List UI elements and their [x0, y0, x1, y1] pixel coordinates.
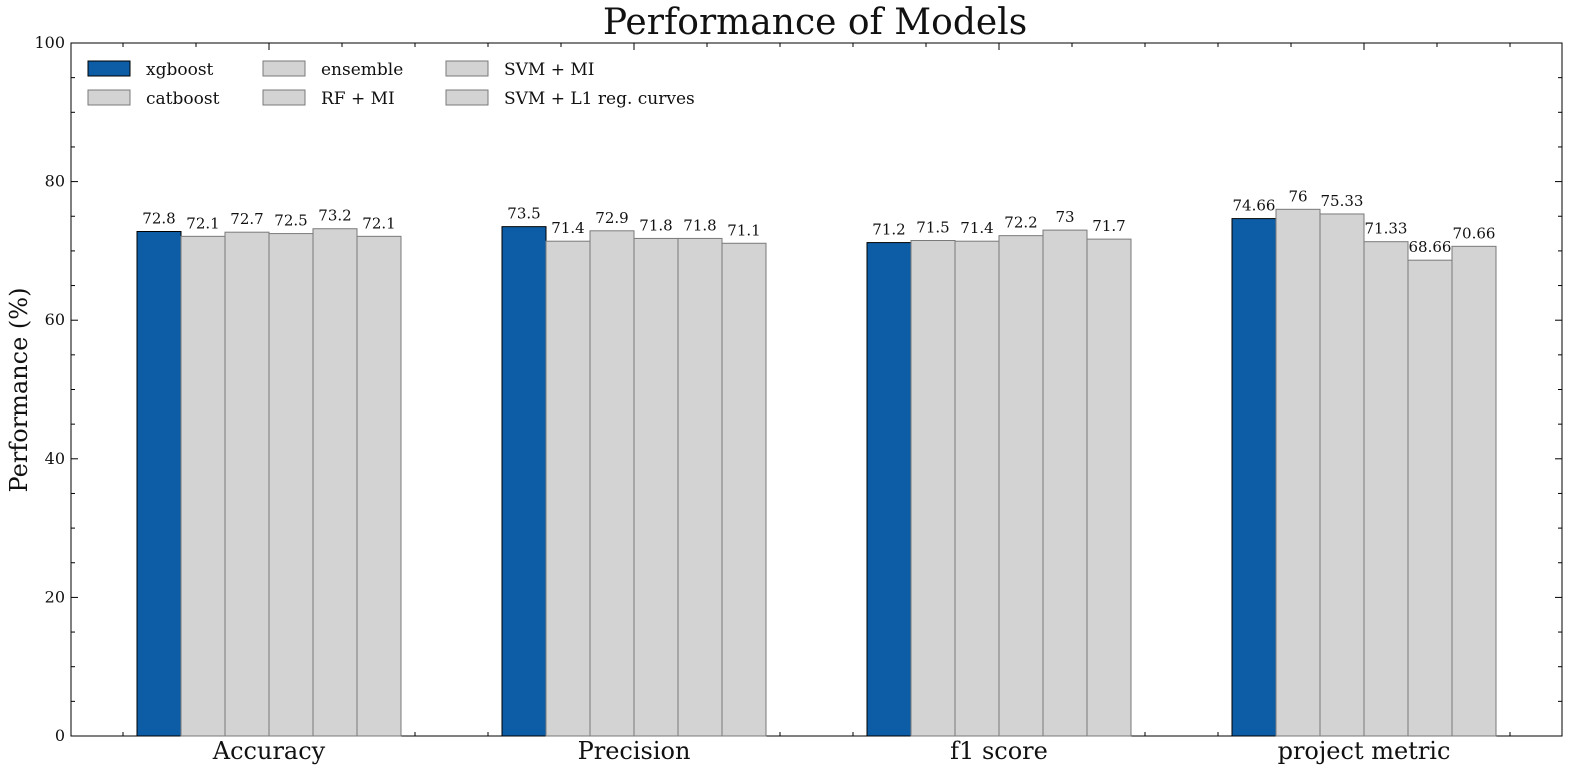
- bar: [954, 240, 1000, 737]
- bar: [1042, 229, 1088, 737]
- bar-value-label: 73.2: [318, 207, 351, 225]
- bar: [721, 242, 767, 737]
- bar: [998, 235, 1044, 737]
- axis-ticks: 0 20 40 60 80 100 Accuracy Precision f1 score pro…: [34, 33, 1562, 765]
- legend-label: SVM + MI: [504, 60, 595, 80]
- category-label: f1 score: [950, 737, 1048, 765]
- bar-value-label: 71.8: [683, 216, 716, 234]
- legend-swatch: [445, 60, 489, 77]
- bar-value-label: 76: [1288, 187, 1307, 205]
- y-tick-label: 40: [45, 449, 65, 468]
- legend-label: catboost: [146, 89, 220, 109]
- y-axis-label: Performance (%): [5, 288, 33, 493]
- bars: [136, 208, 1497, 737]
- bar: [224, 231, 270, 737]
- bar: [1407, 259, 1453, 737]
- y-tick-label: 20: [45, 587, 65, 606]
- bar: [866, 242, 912, 737]
- bar: [1086, 238, 1132, 737]
- y-tick-label: 0: [55, 726, 65, 745]
- bar: [136, 230, 182, 737]
- category-label: project metric: [1278, 737, 1451, 765]
- bar: [356, 235, 402, 737]
- bar: [1451, 245, 1497, 737]
- y-tick-label: 60: [45, 310, 65, 329]
- bar-value-label: 68.66: [1409, 238, 1452, 256]
- bar: [1231, 218, 1277, 737]
- bar: [633, 237, 679, 737]
- bar: [589, 230, 635, 737]
- bar-value-label: 71.4: [960, 219, 993, 237]
- bar-value-label: 71.7: [1092, 217, 1125, 235]
- bar-value-label: 73: [1055, 208, 1074, 226]
- bar-value-label: 75.33: [1321, 192, 1364, 210]
- legend-swatch: [87, 60, 131, 77]
- bar-value-label: 71.1: [727, 221, 760, 239]
- legend: xgboost catboost ensemble RF + MI SVM + MI SV…: [87, 60, 695, 109]
- bar: [501, 226, 547, 737]
- legend-swatch: [87, 89, 131, 106]
- bar: [910, 240, 956, 737]
- legend-label: ensemble: [321, 60, 403, 80]
- bar-value-label: 70.66: [1453, 224, 1496, 242]
- bar-value-label: 71.2: [872, 221, 905, 239]
- bar-value-label: 72.9: [595, 209, 628, 227]
- bar: [1363, 241, 1409, 737]
- data-labels: 72.8 73.5 71.2 74.66 72.1 71.4 71.5 76 72.7 72.9 7…: [142, 187, 1495, 256]
- legend-label: RF + MI: [321, 89, 395, 109]
- legend-swatch: [262, 60, 306, 77]
- bar-value-label: 74.66: [1233, 197, 1276, 215]
- category-label: Accuracy: [212, 737, 326, 765]
- bar-value-label: 72.1: [186, 214, 219, 232]
- bar: [1319, 213, 1365, 737]
- bar-value-label: 71.8: [639, 216, 672, 234]
- legend-swatch: [262, 89, 306, 106]
- bar-value-label: 72.2: [1004, 214, 1037, 232]
- bar-value-label: 73.5: [507, 205, 540, 223]
- bar: [268, 233, 314, 737]
- bar: [545, 240, 591, 737]
- y-tick-label: 100: [34, 33, 65, 52]
- chart-title: Performance of Models: [603, 2, 1027, 43]
- bar-value-label: 72.7: [230, 210, 263, 228]
- legend-swatch: [445, 89, 489, 106]
- bar-value-label: 71.33: [1365, 220, 1408, 238]
- bar-value-label: 72.8: [142, 209, 175, 227]
- legend-label: xgboost: [146, 60, 214, 80]
- bar-value-label: 72.1: [362, 214, 395, 232]
- bar: [1275, 208, 1321, 737]
- legend-label: SVM + L1 reg. curves: [504, 89, 695, 109]
- bar-value-label: 72.5: [274, 212, 307, 230]
- bar-value-label: 71.4: [551, 219, 584, 237]
- bar: [677, 237, 723, 737]
- bar-value-label: 71.5: [916, 219, 949, 237]
- category-label: Precision: [578, 737, 691, 765]
- bar: [312, 228, 358, 737]
- bar: [180, 235, 226, 737]
- y-tick-label: 80: [45, 172, 65, 191]
